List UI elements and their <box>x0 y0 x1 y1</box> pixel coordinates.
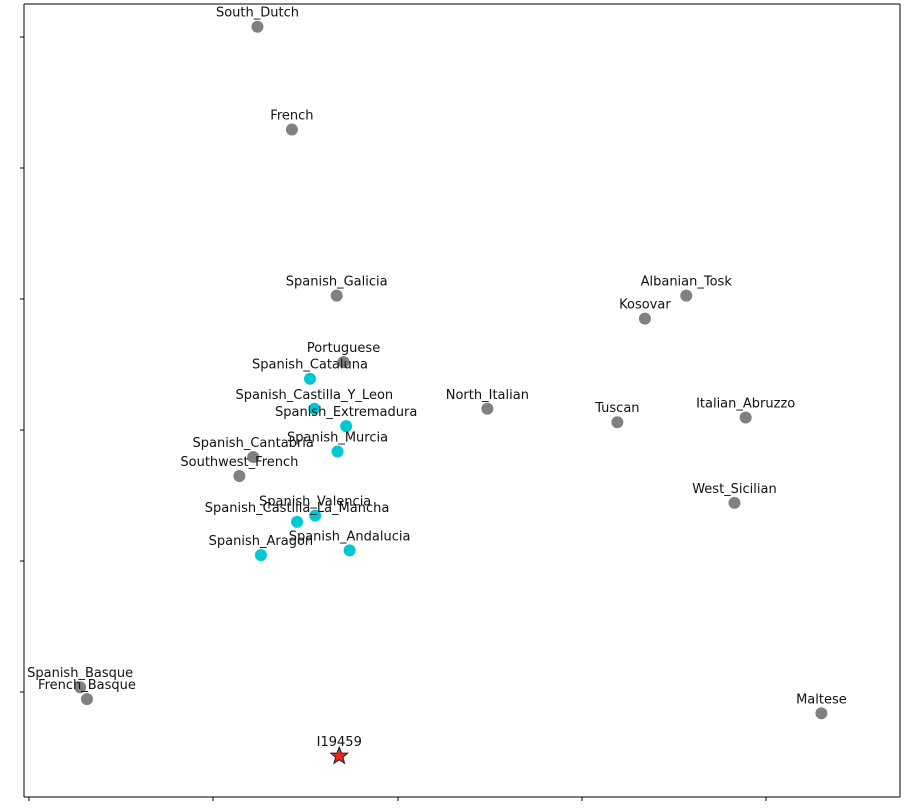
point-spanish-castilla-la-mancha <box>291 515 304 528</box>
axes <box>20 3 901 801</box>
point-label-southwest-french: Southwest_French <box>180 455 298 470</box>
point-label-spanish-galicia: Spanish_Galicia <box>286 275 388 290</box>
point-labels: South_Dutch French Spanish_Galicia Portugue… <box>27 6 847 750</box>
point-label-spanish-castilla-y-leon: Spanish_Castilla_Y_Leon <box>235 388 393 403</box>
point-spanish-murcia <box>331 445 344 458</box>
point-label-spanish-castilla-la-mancha: Spanish_Castilla_La_Mancha <box>205 501 390 516</box>
point-spanish-cantabria <box>247 451 260 464</box>
point-label-south-dutch: South_Dutch <box>216 6 299 21</box>
point-italian-abruzzo <box>739 411 752 424</box>
point-label-italian-abruzzo: Italian_Abruzzo <box>696 396 795 411</box>
point-maltese <box>815 707 828 720</box>
point-label-maltese: Maltese <box>796 692 847 707</box>
point-tuscan <box>611 416 624 429</box>
point-west-sicilian <box>728 496 741 509</box>
point-label-spanish-andalucia: Spanish_Andalucia <box>289 529 411 544</box>
point-label-spanish-valencia: Spanish_Valencia <box>259 495 371 510</box>
point-spanish-andalucia <box>343 544 356 557</box>
point-label-portuguese: Portuguese <box>307 341 380 356</box>
point-spanish-galicia <box>330 289 343 302</box>
point-label-spanish-basque: Spanish_Basque <box>27 666 133 681</box>
point-label-french: French <box>270 109 313 124</box>
point-label-kosovar: Kosovar <box>619 298 671 313</box>
point-label-west-sicilian: West_Sicilian <box>692 482 777 497</box>
point-kosovar <box>638 312 651 325</box>
point-label-spanish-cataluna: Spanish_Cataluna <box>252 358 368 373</box>
point-label-spanish-cantabria: Spanish_Cantabria <box>192 436 313 451</box>
point-spanish-valencia <box>309 509 322 522</box>
point-spanish-castilla-y-leon <box>308 402 321 415</box>
point-spanish-basque <box>74 681 87 694</box>
point-label-spanish-extremadura: Spanish_Extremadura <box>275 405 417 420</box>
point-portuguese <box>337 356 350 369</box>
point-french <box>285 123 298 136</box>
point-spanish-extremadura <box>340 420 353 433</box>
point-south-dutch <box>251 20 264 33</box>
point-label-i19459: I19459 <box>317 735 362 750</box>
point-spanish-aragon <box>254 549 267 562</box>
point-label-north-italian: North_Italian <box>446 388 529 403</box>
point-label-tuscan: Tuscan <box>594 401 639 416</box>
point-albanian-tosk <box>680 289 693 302</box>
point-spanish-cataluna <box>303 372 316 385</box>
point-southwest-french <box>233 470 246 483</box>
point-label-spanish-murcia: Spanish_Murcia <box>287 430 388 445</box>
data-points <box>74 20 828 765</box>
point-label-french-basque: French_Basque <box>38 678 136 693</box>
target-star-i19459 <box>329 745 350 765</box>
point-north-italian <box>481 402 494 415</box>
point-label-spanish-aragon: Spanish_Aragon <box>209 534 313 549</box>
point-french-basque <box>80 693 93 706</box>
point-label-albanian-tosk: Albanian_Tosk <box>641 275 733 290</box>
